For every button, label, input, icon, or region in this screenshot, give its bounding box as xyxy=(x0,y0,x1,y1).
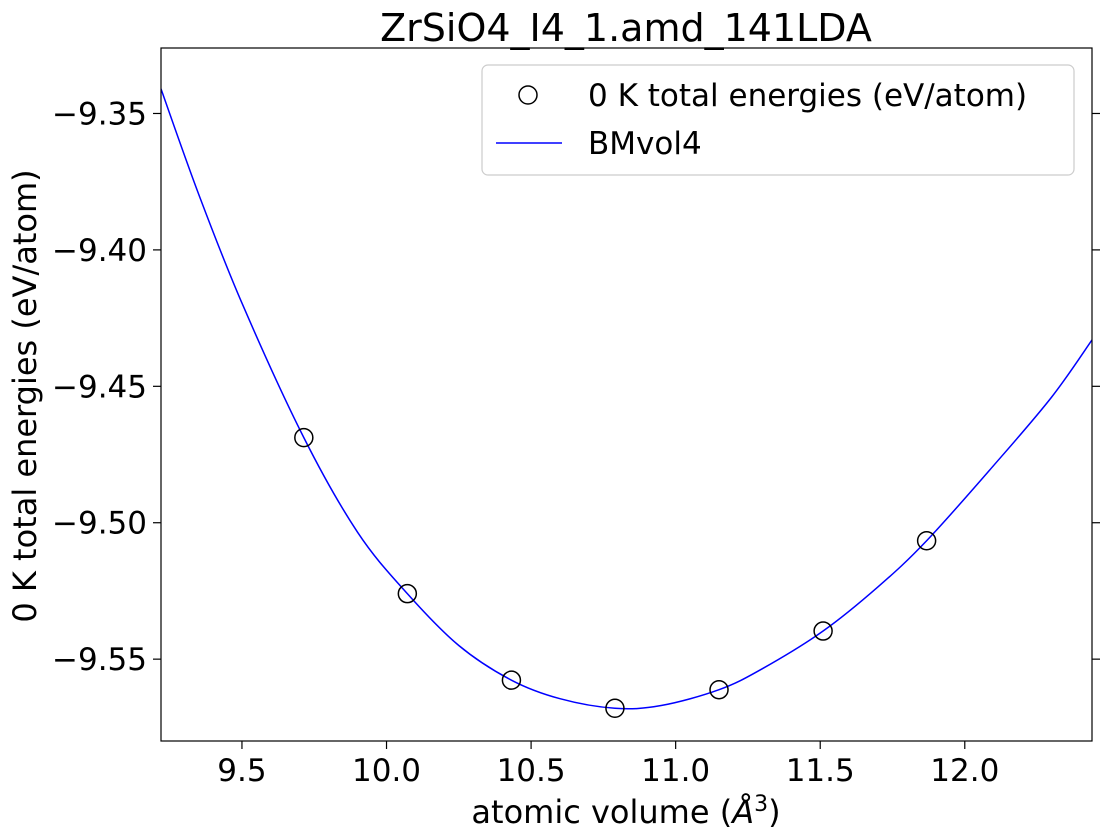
data-point-marker xyxy=(813,621,833,641)
y-tick-label: −9.40 xyxy=(52,233,147,269)
plot-frame xyxy=(160,47,1093,742)
x-tick-label: 11.5 xyxy=(786,753,855,789)
x-tick-label: 11.0 xyxy=(641,753,710,789)
x-axis-label: atomic volume (Å3) xyxy=(471,792,780,831)
y-tick-label: −9.35 xyxy=(52,96,147,132)
y-tick-label: −9.45 xyxy=(52,369,147,405)
y-axis-ticks: −9.35 −9.40 −9.45 −9.50 −9.55 xyxy=(52,96,1100,678)
series-line-bmvol4 xyxy=(161,88,1092,710)
x-tick-label: 10.5 xyxy=(497,753,566,789)
data-point-marker xyxy=(709,679,729,700)
y-tick-label: −9.50 xyxy=(52,506,147,542)
chart-title: ZrSiO4_I4_1.amd_141LDA xyxy=(380,6,872,50)
legend-box xyxy=(481,64,1075,176)
marker-layer xyxy=(294,427,937,719)
x-axis-label-text: atomic volume ( xyxy=(471,793,732,831)
legend: 0 K total energies (eV/atom) BMvol4 xyxy=(481,64,1075,176)
y-tick-label: −9.55 xyxy=(52,642,147,678)
legend-label-bmvol4: BMvol4 xyxy=(588,126,702,162)
line-layer xyxy=(161,88,1092,710)
x-tick-label: 12.0 xyxy=(930,753,999,789)
data-point-marker xyxy=(605,698,625,719)
x-axis-label-unit: Å xyxy=(730,793,754,831)
x-tick-label: 10.0 xyxy=(352,753,421,789)
x-axis-label-end: ) xyxy=(768,793,780,831)
y-axis-label: 0 K total energies (eV/atom) xyxy=(6,169,44,622)
x-tick-label: 9.5 xyxy=(217,753,266,789)
legend-marker-energies xyxy=(518,85,538,105)
x-axis-label-sup: 3 xyxy=(754,792,768,817)
legend-label-energies: 0 K total energies (eV/atom) xyxy=(588,78,1027,114)
x-axis-ticks: 9.5 10.0 10.5 11.0 11.5 12.0 xyxy=(217,741,999,789)
data-point-marker xyxy=(397,583,418,604)
plot-area xyxy=(160,47,1093,742)
data-point-marker xyxy=(501,670,522,690)
data-point-marker xyxy=(916,530,937,551)
data-point-marker xyxy=(294,427,314,448)
